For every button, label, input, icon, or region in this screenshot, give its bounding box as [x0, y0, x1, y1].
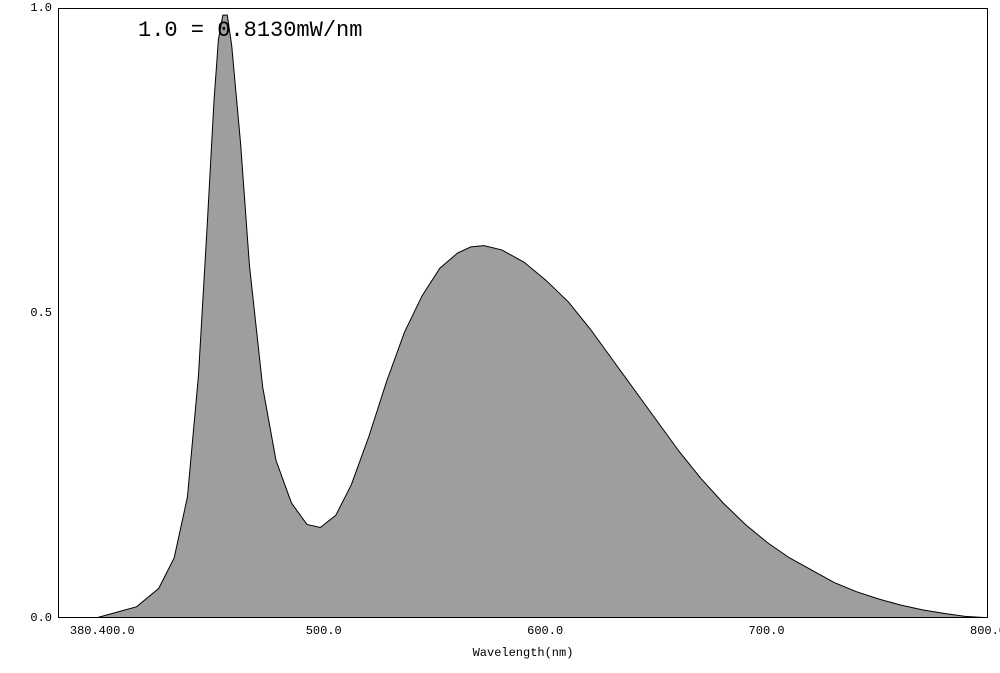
- y-tick-label: 0.0: [0, 611, 52, 625]
- x-tick-label: 500.0: [306, 624, 342, 638]
- y-tick-label: 0.5: [0, 306, 52, 320]
- x-tick-label: 800.0: [970, 624, 1000, 638]
- spectrum-chart: 1.0 = 0.8130mW/nm 0.0 0.5 1.0 380.400.0 500…: [0, 0, 1000, 673]
- spectrum-area: [59, 9, 987, 617]
- y-tick-label: 1.0: [0, 1, 52, 15]
- x-tick-label: 380.400.0: [70, 624, 135, 638]
- x-tick-label: 600.0: [527, 624, 563, 638]
- plot-area: [59, 9, 987, 617]
- x-tick-label: 700.0: [749, 624, 785, 638]
- plot-frame: [58, 8, 988, 618]
- x-axis-label: Wavelength(nm): [473, 646, 574, 660]
- scale-annotation: 1.0 = 0.8130mW/nm: [138, 18, 362, 43]
